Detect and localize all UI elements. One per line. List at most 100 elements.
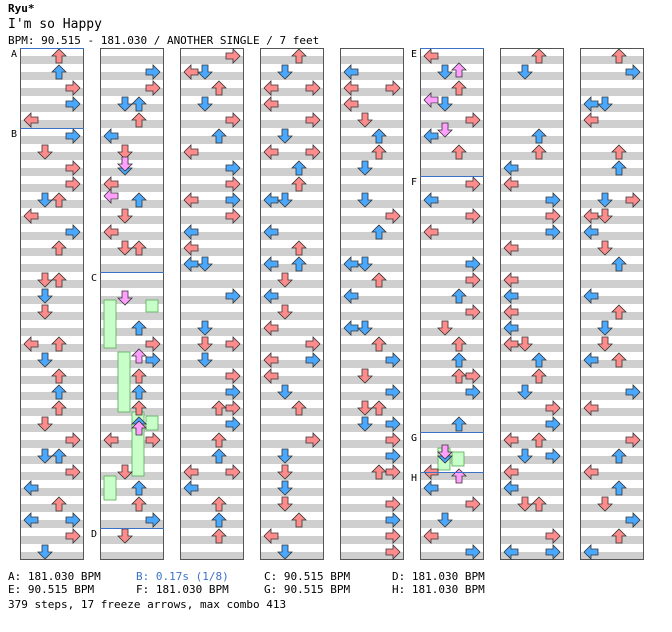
left-arrow — [183, 192, 199, 208]
beat-stripe — [180, 536, 244, 544]
beat-stripe — [500, 472, 564, 480]
beat-stripe — [420, 440, 484, 448]
left-arrow — [583, 464, 599, 480]
beat-stripe — [180, 88, 244, 96]
right-arrow — [625, 64, 641, 80]
beat-stripe — [340, 552, 404, 560]
up-arrow — [131, 384, 147, 400]
left-arrow — [103, 432, 119, 448]
beat-stripe — [340, 456, 404, 464]
beat-stripe — [500, 248, 564, 256]
right-arrow — [545, 192, 561, 208]
up-arrow — [611, 528, 627, 544]
beat-stripe — [420, 104, 484, 112]
beat-stripe — [20, 136, 84, 144]
right-arrow — [385, 208, 401, 224]
beat-stripe — [340, 120, 404, 128]
beat-stripe — [580, 72, 644, 80]
beat-stripe — [340, 248, 404, 256]
up-arrow — [131, 320, 147, 336]
left-arrow — [263, 96, 279, 112]
left-arrow — [583, 352, 599, 368]
up-arrow — [211, 512, 227, 528]
beat-stripe — [260, 344, 324, 352]
beat-stripe — [180, 152, 244, 160]
right-arrow — [385, 464, 401, 480]
right-arrow — [545, 416, 561, 432]
beat-stripe — [180, 376, 244, 384]
beat-stripe — [340, 504, 404, 512]
beat-stripe — [420, 72, 484, 80]
down-arrow — [117, 464, 133, 480]
beat-stripe — [260, 488, 324, 496]
beat-stripe — [340, 200, 404, 208]
beat-stripe — [100, 200, 164, 208]
down-arrow — [437, 512, 453, 528]
beat-stripe — [20, 552, 84, 560]
left-arrow — [503, 176, 519, 192]
beat-stripe — [420, 56, 484, 64]
right-arrow — [625, 384, 641, 400]
beat-stripe — [100, 264, 164, 272]
beat-stripe — [260, 296, 324, 304]
up-arrow — [211, 448, 227, 464]
up-arrow — [131, 420, 147, 436]
beat-stripe — [580, 408, 644, 416]
left-arrow — [23, 512, 39, 528]
beat-stripe — [580, 280, 644, 288]
beat-stripe — [340, 264, 404, 272]
down-arrow — [437, 96, 453, 112]
up-arrow — [531, 368, 547, 384]
beat-stripe — [420, 184, 484, 192]
beat-stripe — [420, 520, 484, 528]
beat-stripe — [20, 56, 84, 64]
freeze-arrow-body — [103, 475, 117, 501]
left-arrow — [583, 112, 599, 128]
up-arrow — [371, 464, 387, 480]
beat-stripe — [580, 264, 644, 272]
left-arrow — [423, 192, 439, 208]
beat-stripe — [500, 344, 564, 352]
beat-stripe — [500, 504, 564, 512]
right-arrow — [225, 384, 241, 400]
up-arrow — [451, 288, 467, 304]
beat-stripe — [180, 168, 244, 176]
down-arrow — [517, 448, 533, 464]
beat-stripe — [340, 168, 404, 176]
beat-stripe — [20, 296, 84, 304]
beat-stripe — [260, 472, 324, 480]
beat-stripe — [260, 232, 324, 240]
beat-stripe — [420, 504, 484, 512]
right-arrow — [65, 96, 81, 112]
right-arrow — [385, 528, 401, 544]
beat-stripe — [580, 136, 644, 144]
right-arrow — [625, 512, 641, 528]
up-arrow — [611, 256, 627, 272]
beat-stripe — [100, 344, 164, 352]
down-arrow — [277, 544, 293, 560]
right-arrow — [465, 304, 481, 320]
down-arrow — [357, 400, 373, 416]
beat-stripe — [180, 120, 244, 128]
up-arrow — [51, 400, 67, 416]
beat-stripe — [580, 424, 644, 432]
beat-stripe — [500, 360, 564, 368]
down-arrow — [277, 304, 293, 320]
up-arrow — [611, 448, 627, 464]
beat-stripe — [340, 136, 404, 144]
beat-stripe — [260, 136, 324, 144]
right-arrow — [225, 176, 241, 192]
beat-stripe — [500, 168, 564, 176]
beat-stripe — [180, 216, 244, 224]
up-arrow — [371, 336, 387, 352]
left-arrow — [263, 288, 279, 304]
section-marker-b: B — [11, 129, 17, 140]
beat-stripe — [420, 88, 484, 96]
left-arrow — [183, 144, 199, 160]
beat-stripe — [260, 104, 324, 112]
up-arrow — [291, 400, 307, 416]
beat-stripe — [340, 312, 404, 320]
right-arrow — [225, 288, 241, 304]
beat-stripe — [500, 216, 564, 224]
beat-stripe — [420, 264, 484, 272]
